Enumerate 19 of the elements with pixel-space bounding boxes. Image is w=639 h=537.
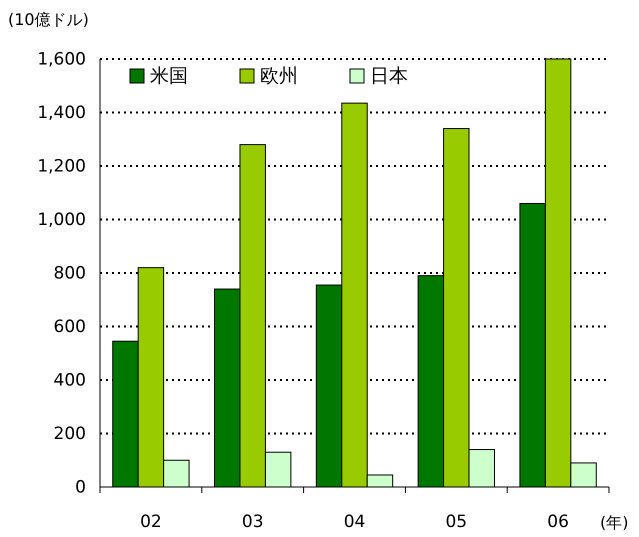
y-tick-label: 800: [54, 263, 86, 284]
y-tick-label: 0: [75, 477, 86, 498]
y-tick-label: 200: [54, 424, 86, 444]
legend-label: 日本: [370, 65, 408, 87]
x-tick-label: 05: [445, 512, 468, 532]
y-tick-label: 1,600: [37, 49, 86, 70]
x-axis-title: (年): [600, 513, 628, 532]
x-tick-label: 06: [547, 512, 569, 532]
x-tick-label: 04: [344, 512, 366, 532]
y-tick-label: 400: [54, 370, 86, 390]
legend-label: 欧州: [260, 65, 298, 87]
y-tick-label: 600: [54, 316, 86, 337]
y-tick-label: 1,000: [37, 210, 86, 230]
x-tick-label: 02: [140, 512, 162, 532]
x-tick-label: 03: [242, 512, 264, 532]
y-tick-label: 1,400: [37, 102, 86, 123]
legend-label: 米国: [150, 65, 188, 87]
y-tick-label: 1,200: [37, 156, 86, 176]
y-axis-title: (10億ドル): [8, 10, 89, 29]
